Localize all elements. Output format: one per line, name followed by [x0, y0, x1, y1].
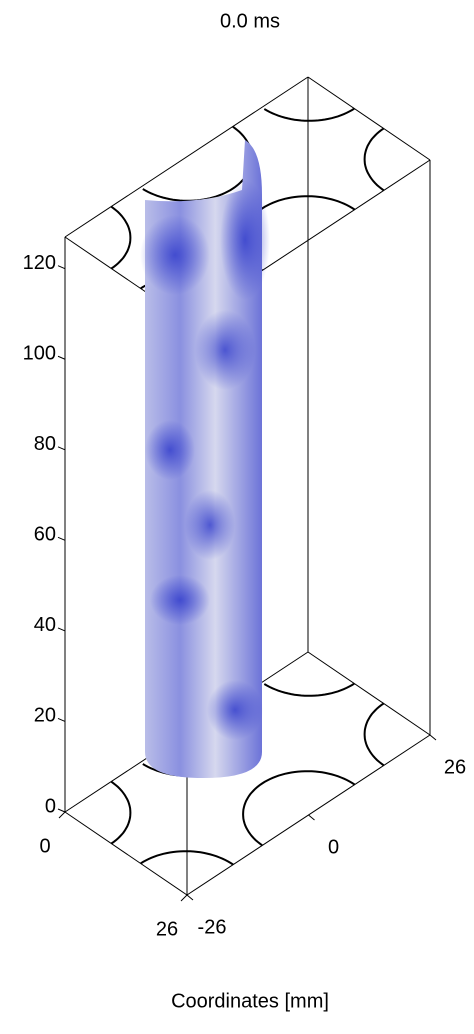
chart-title: 0.0 ms: [220, 10, 280, 32]
z-tick-label: 120: [23, 252, 56, 274]
cylinder-surface: [140, 140, 270, 778]
z-tick-label: 0: [45, 795, 56, 817]
surface-patch: [150, 575, 210, 625]
y-tick-label: 26: [444, 756, 466, 778]
surface-patch: [195, 310, 255, 390]
box-edge: [64, 811, 188, 896]
face-arc: [263, 107, 355, 122]
x-tick: [180, 894, 188, 902]
z-tick: [57, 808, 66, 813]
axis-label: Coordinates [mm]: [171, 990, 329, 1012]
x-tick-label: 0: [39, 835, 50, 857]
box-edge: [307, 651, 431, 736]
surface-patch: [140, 215, 210, 295]
face-arc: [110, 205, 132, 270]
surface-patch: [185, 490, 235, 560]
z-tick: [57, 265, 66, 270]
z-tick-label: 100: [23, 343, 56, 365]
face-arc: [140, 850, 234, 866]
z-tick-label: 80: [34, 433, 56, 455]
box-edge: [307, 76, 431, 161]
z-tick-label: 20: [34, 705, 56, 727]
z-tick: [57, 446, 66, 451]
y-tick: [308, 814, 315, 821]
surface-patch: [220, 180, 270, 300]
axes: 0 20 40 60 80 100 120 0 26 -26 0 26: [23, 252, 467, 940]
surface-patch: [207, 680, 263, 740]
y-tick-label: 0: [328, 836, 339, 858]
y-tick: [186, 894, 194, 901]
box-edge: [64, 76, 309, 238]
z-tick: [57, 627, 66, 632]
z-tick-label: 40: [34, 614, 56, 636]
y-tick-label: -26: [198, 916, 227, 938]
face-arc: [363, 702, 385, 767]
y-tick: [429, 734, 437, 741]
face-arc: [263, 682, 355, 697]
face-arc: [363, 127, 385, 192]
face-arc: [242, 770, 356, 847]
z-tick: [57, 536, 66, 541]
z-tick: [57, 717, 66, 722]
x-tick: [58, 811, 66, 819]
face-arc: [110, 780, 132, 845]
z-tick: [57, 355, 66, 360]
surface-patch: [145, 420, 195, 480]
x-tick-label: 26: [156, 918, 178, 940]
z-tick-label: 60: [34, 524, 56, 546]
